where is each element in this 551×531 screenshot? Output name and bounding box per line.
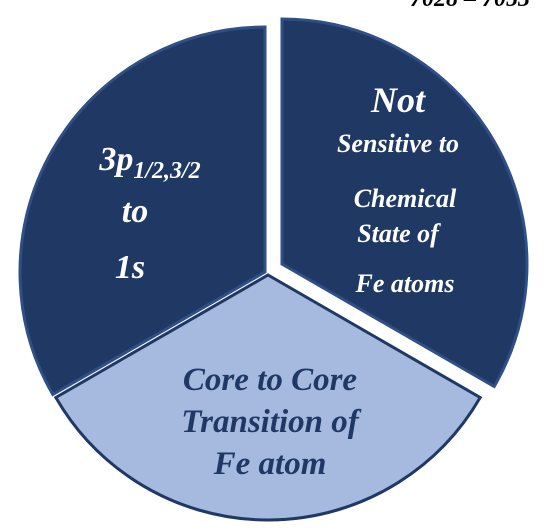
segment-label: 3p1/2,3/2 (98, 141, 200, 184)
header-text: 7028 – 7053 (410, 0, 530, 12)
label-subscript: 1/2,3/2 (133, 158, 200, 184)
segment-text: State of (357, 219, 441, 248)
pie (18, 17, 529, 522)
segment-bottom (53, 273, 483, 522)
segment-text: to (122, 193, 148, 230)
label-main: 3p (98, 141, 133, 178)
labels: 3p1/2,3/2 to 1s Not Sensitive to Chemical Stat… (98, 80, 459, 482)
segment-right (280, 17, 529, 389)
segment-text: Sensitive to (337, 129, 459, 158)
segment-text: Not (370, 80, 426, 120)
segment-text: Chemical (354, 184, 457, 213)
segment-text: 1s (115, 249, 145, 286)
segment-left (18, 25, 267, 397)
segment-text: Transition of (181, 404, 362, 440)
segment-text: Fe atom (213, 446, 327, 482)
segment-text: Fe atoms (355, 269, 455, 298)
segment-text: Core to Core (183, 362, 357, 398)
